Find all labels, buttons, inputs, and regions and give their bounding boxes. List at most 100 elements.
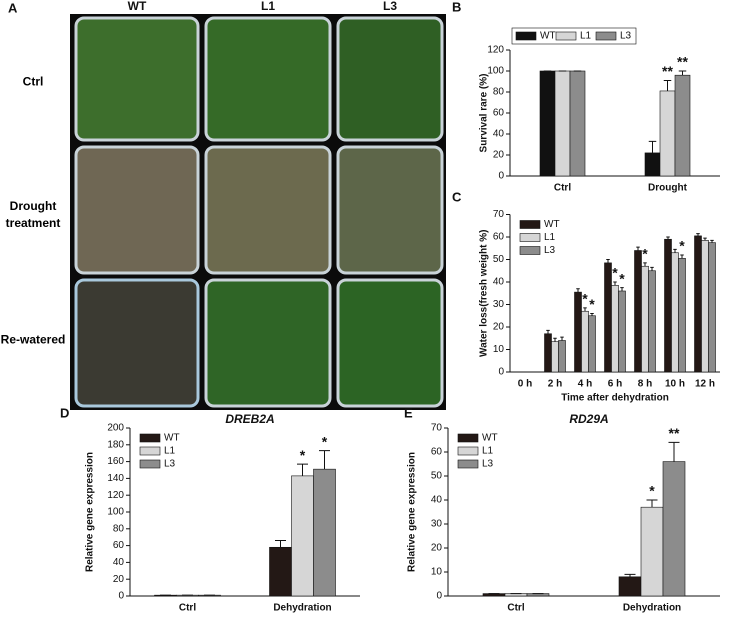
significance-label: ** — [662, 63, 673, 79]
bar — [588, 315, 596, 373]
legend-label: L3 — [164, 459, 176, 470]
row-label: Re-watered — [0, 332, 66, 347]
photo — [336, 16, 444, 142]
legend-swatch — [139, 459, 161, 469]
bar — [551, 341, 559, 373]
y-tick-label: 0 — [436, 591, 442, 602]
error-bar — [319, 450, 330, 470]
bar — [618, 576, 642, 597]
y-tick-label: 0 — [498, 171, 504, 182]
x-tick-label: 10 h — [665, 379, 685, 390]
photo — [204, 145, 332, 275]
chart-title: RD29A — [569, 412, 608, 426]
error-bar — [678, 70, 687, 76]
y-tick-label: 70 — [493, 209, 505, 220]
legend-swatch — [519, 233, 541, 242]
y-tick-label: 0 — [118, 591, 124, 602]
error-bar — [553, 337, 557, 342]
significance-label: ** — [669, 425, 680, 441]
legend-label: L1 — [544, 232, 556, 243]
bar — [671, 252, 679, 373]
legend-label: L3 — [544, 245, 556, 256]
photo — [74, 278, 200, 408]
panel-label: C — [452, 189, 462, 204]
chart-title: DREB2A — [225, 412, 274, 426]
y-tick-label: 40 — [113, 557, 125, 568]
bar — [544, 333, 552, 373]
error-bar — [650, 266, 654, 271]
column-label: L1 — [261, 0, 275, 13]
error-bar — [648, 140, 657, 153]
bar — [664, 238, 672, 373]
photo — [204, 16, 332, 142]
bar — [604, 262, 612, 373]
x-tick-label: 12 h — [695, 379, 715, 390]
bar — [640, 506, 664, 597]
bar — [644, 152, 661, 177]
bar — [558, 340, 566, 373]
legend-label: L3 — [620, 31, 632, 42]
x-axis-label: Time after dehydration — [561, 393, 669, 404]
legend-swatch — [457, 459, 479, 469]
bar — [618, 290, 626, 373]
x-tick-label: Ctrl — [554, 183, 571, 194]
error-bar — [636, 246, 640, 251]
y-tick-label: 180 — [107, 439, 124, 450]
significance-label: * — [612, 265, 618, 281]
legend-swatch — [457, 433, 479, 443]
bar — [313, 468, 336, 597]
panel-label: B — [452, 0, 461, 14]
legend-label: WT — [540, 31, 556, 42]
y-tick-label: 10 — [493, 344, 505, 355]
significance-label: * — [679, 238, 685, 254]
x-tick-label: 4 h — [578, 379, 592, 390]
bar — [611, 285, 619, 373]
y-tick-label: 20 — [431, 543, 443, 554]
photo — [204, 278, 332, 408]
y-tick-label: 40 — [493, 129, 505, 140]
x-tick-label: 6 h — [608, 379, 622, 390]
y-tick-label: 120 — [107, 490, 124, 501]
error-bar — [590, 313, 594, 316]
y-tick-label: 30 — [493, 299, 505, 310]
bar — [539, 70, 556, 177]
column-label: L3 — [383, 0, 397, 13]
error-bar — [624, 573, 636, 577]
error-bar — [576, 288, 580, 293]
legend-box — [511, 27, 637, 45]
x-tick-label: Dehydration — [623, 603, 681, 614]
y-tick-label: 100 — [107, 507, 124, 518]
error-bar — [663, 79, 672, 91]
y-tick-label: 80 — [493, 87, 505, 98]
bar — [648, 270, 656, 373]
significance-label: * — [649, 483, 655, 499]
legend-swatch — [595, 31, 617, 41]
legend-swatch — [457, 446, 479, 456]
photos — [74, 16, 444, 408]
significance-label: ** — [677, 54, 688, 70]
panel-label: E — [404, 405, 413, 420]
legend-label: WT — [164, 433, 180, 444]
error-bar — [620, 287, 624, 291]
photo — [74, 145, 200, 275]
x-tick-label: Ctrl — [507, 603, 524, 614]
error-bar — [673, 248, 677, 253]
y-tick-label: 60 — [493, 108, 505, 119]
photo — [336, 145, 444, 275]
bar — [569, 70, 586, 177]
y-tick-label: 10 — [431, 567, 443, 578]
y-tick-label: 0 — [498, 367, 504, 378]
error-bar — [297, 463, 308, 476]
x-tick-label: 2 h — [548, 379, 562, 390]
error-bar — [710, 239, 714, 243]
y-tick-label: 200 — [107, 423, 124, 434]
error-bar — [606, 259, 610, 263]
significance-label: * — [582, 291, 588, 307]
legend-swatch — [555, 31, 577, 41]
y-tick-label: 50 — [493, 254, 505, 265]
error-bar — [668, 441, 680, 462]
bar — [678, 258, 686, 373]
y-axis-label: Relative gene expression — [407, 452, 418, 572]
legend-swatch — [519, 220, 541, 229]
